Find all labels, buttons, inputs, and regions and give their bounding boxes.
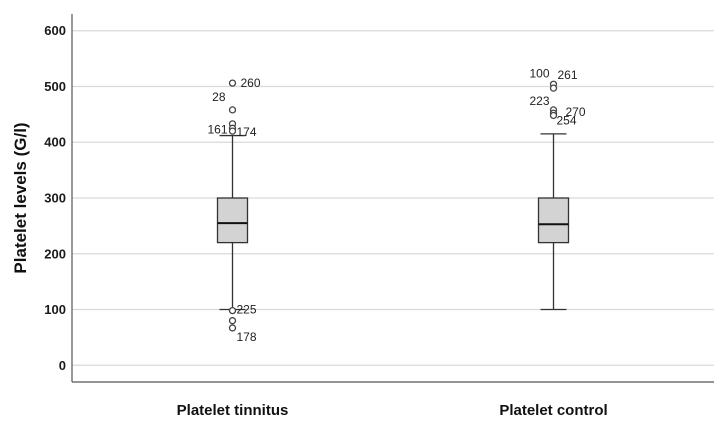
outlier-label: 270	[566, 105, 586, 119]
outlier-point	[228, 306, 237, 315]
grid-lines	[72, 30, 714, 366]
outlier-label: 174	[237, 125, 257, 139]
outlier-label: 28	[212, 90, 226, 104]
outlier-label: 161	[207, 122, 227, 136]
box-iqr	[537, 197, 570, 244]
outlier-point	[549, 84, 558, 92]
box-iqr	[216, 197, 249, 244]
category-labels: Platelet tinnitus Platelet control	[177, 402, 608, 419]
outlier-point	[228, 317, 237, 325]
axes	[71, 14, 714, 383]
outlier-point	[228, 106, 237, 114]
outlier-point	[228, 324, 237, 332]
outlier-label: 223	[529, 94, 549, 108]
y-axis-label: Platelet levels (G/l)	[11, 122, 30, 273]
outlier-point	[549, 111, 558, 120]
outlier-label: 225	[237, 303, 257, 317]
category-label: Platelet control	[499, 402, 607, 419]
y-tick-label: 400	[44, 135, 66, 150]
y-tick-label: 200	[44, 246, 66, 261]
outlier-point	[228, 79, 237, 87]
outlier-label: 178	[237, 330, 257, 344]
outlier-label: 261	[558, 68, 578, 82]
outlier-label: 254	[557, 113, 577, 127]
y-tick-label: 500	[44, 79, 66, 94]
y-tick-label: 100	[44, 302, 66, 317]
box-group: 260 28 161 174 225 178	[207, 76, 260, 344]
outlier-label: 260	[241, 76, 261, 90]
y-tick-label: 600	[44, 23, 66, 38]
y-tick-labels: 0 100 200 300 400 500 600	[44, 23, 66, 373]
y-tick-label: 300	[44, 191, 66, 206]
category-label: Platelet tinnitus	[177, 402, 289, 419]
outlier-point	[228, 127, 237, 135]
outlier-label: 100	[529, 66, 549, 80]
y-tick-label: 0	[59, 358, 66, 373]
